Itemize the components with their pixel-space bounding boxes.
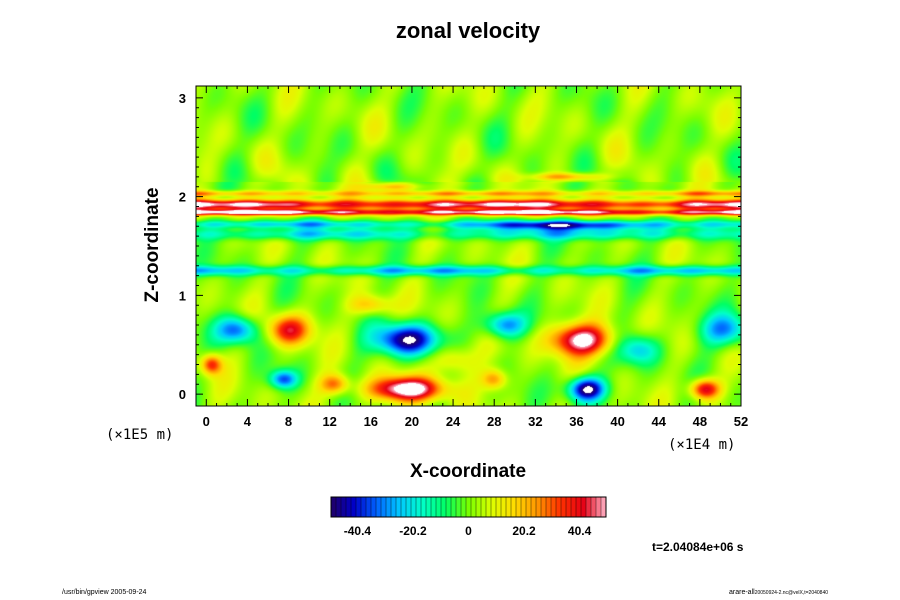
colorbar: -40.4 -20.2 0 20.2 40.4 [330, 496, 607, 538]
colorbar-cell [576, 497, 582, 517]
y-axis-label: Z-coordinate [142, 187, 163, 302]
colorbar-cell [516, 497, 522, 517]
x-tick-label: 12 [322, 414, 336, 429]
colorbar-cell [551, 497, 557, 517]
colorbar-cell [341, 497, 347, 517]
x-tick-label: 28 [487, 414, 501, 429]
x-tick-label: 36 [569, 414, 583, 429]
colorbar-cell [581, 497, 587, 517]
colorbar-cell [421, 497, 427, 517]
colorbar-cell [571, 497, 577, 517]
y-tick-label: 3 [179, 91, 186, 106]
colorbar-cell [591, 497, 597, 517]
colorbar-cell [601, 497, 607, 517]
colorbar-cell [346, 497, 352, 517]
y-tick-label: 2 [179, 190, 186, 205]
x-tick-label: 52 [734, 414, 748, 429]
colorbar-cell [361, 497, 367, 517]
colorbar-tick-label: 40.4 [568, 524, 592, 538]
colorbar-cell [391, 497, 397, 517]
colorbar-cell [501, 497, 507, 517]
x-axis-label: X-coordinate [410, 461, 526, 482]
colorbar-cell [521, 497, 527, 517]
colorbar-cell [411, 497, 417, 517]
colorbar-cell [356, 497, 362, 517]
x-tick-label: 24 [446, 414, 461, 429]
colorbar-cell [416, 497, 422, 517]
colorbar-cell [536, 497, 542, 517]
x-axis-ticks: 0 4 8 12 16 20 24 28 32 36 40 44 48 52 [203, 86, 748, 429]
colorbar-cell [561, 497, 567, 517]
y-axis-ticks: 0 1 2 3 [179, 91, 741, 402]
y-axis-unit: (×1E5 m) [106, 427, 173, 443]
colorbar-cell [431, 497, 437, 517]
colorbar-tick-label: -20.2 [399, 524, 427, 538]
x-tick-label: 44 [652, 414, 667, 429]
colorbar-cell [446, 497, 452, 517]
x-tick-label: 40 [610, 414, 624, 429]
colorbar-cell [396, 497, 402, 517]
colorbar-frame [330, 496, 607, 518]
x-tick-label: 16 [364, 414, 378, 429]
colorbar-tick-label: -40.4 [344, 524, 372, 538]
colorbar-cell [546, 497, 552, 517]
chart-title: zonal velocity [396, 18, 541, 43]
colorbar-cell [456, 497, 462, 517]
colorbar-cell [466, 497, 472, 517]
footer-command: /usr/bin/gpview 2005-09-24 [62, 589, 147, 596]
y-tick-label: 0 [179, 387, 186, 402]
colorbar-cell [351, 497, 357, 517]
colorbar-cell [596, 497, 602, 517]
colorbar-cell [531, 497, 537, 517]
colorbar-cell [331, 497, 337, 517]
footer-source: arare-all20050924-2.nc@velX,t=2040840 [729, 589, 828, 596]
x-tick-label: 4 [244, 414, 252, 429]
colorbar-cell [386, 497, 392, 517]
colorbar-cell [406, 497, 412, 517]
colorbar-cell [481, 497, 487, 517]
colorbar-cell [436, 497, 442, 517]
colorbar-cell [336, 497, 342, 517]
colorbar-cell [541, 497, 547, 517]
colorbar-cell [556, 497, 562, 517]
colorbar-cell [441, 497, 447, 517]
heatmap [196, 86, 741, 406]
colorbar-cell [476, 497, 482, 517]
colorbar-cell [426, 497, 432, 517]
colorbar-cell [491, 497, 497, 517]
colorbar-tick-label: 20.2 [512, 524, 536, 538]
x-tick-label: 32 [528, 414, 542, 429]
colorbar-cell [451, 497, 457, 517]
x-tick-label: 8 [285, 414, 292, 429]
colorbar-cell [566, 497, 572, 517]
colorbar-cell [381, 497, 387, 517]
y-tick-label: 1 [179, 288, 186, 303]
colorbar-cell [511, 497, 517, 517]
colorbar-cell [496, 497, 502, 517]
colorbar-cell [586, 497, 592, 517]
x-tick-label: 20 [405, 414, 419, 429]
colorbar-cell [371, 497, 377, 517]
colorbar-cell [506, 497, 512, 517]
time-label: t=2.04084e+06 s [652, 540, 744, 554]
colorbar-cell [461, 497, 467, 517]
colorbar-cell [376, 497, 382, 517]
colorbar-cell [471, 497, 477, 517]
colorbar-cell [401, 497, 407, 517]
colorbar-cell [486, 497, 492, 517]
x-axis-unit: (×1E4 m) [668, 437, 735, 453]
x-tick-label: 0 [203, 414, 210, 429]
colorbar-cell [366, 497, 372, 517]
colorbar-cell [526, 497, 532, 517]
x-tick-label: 48 [693, 414, 707, 429]
colorbar-tick-label: 0 [465, 524, 472, 538]
